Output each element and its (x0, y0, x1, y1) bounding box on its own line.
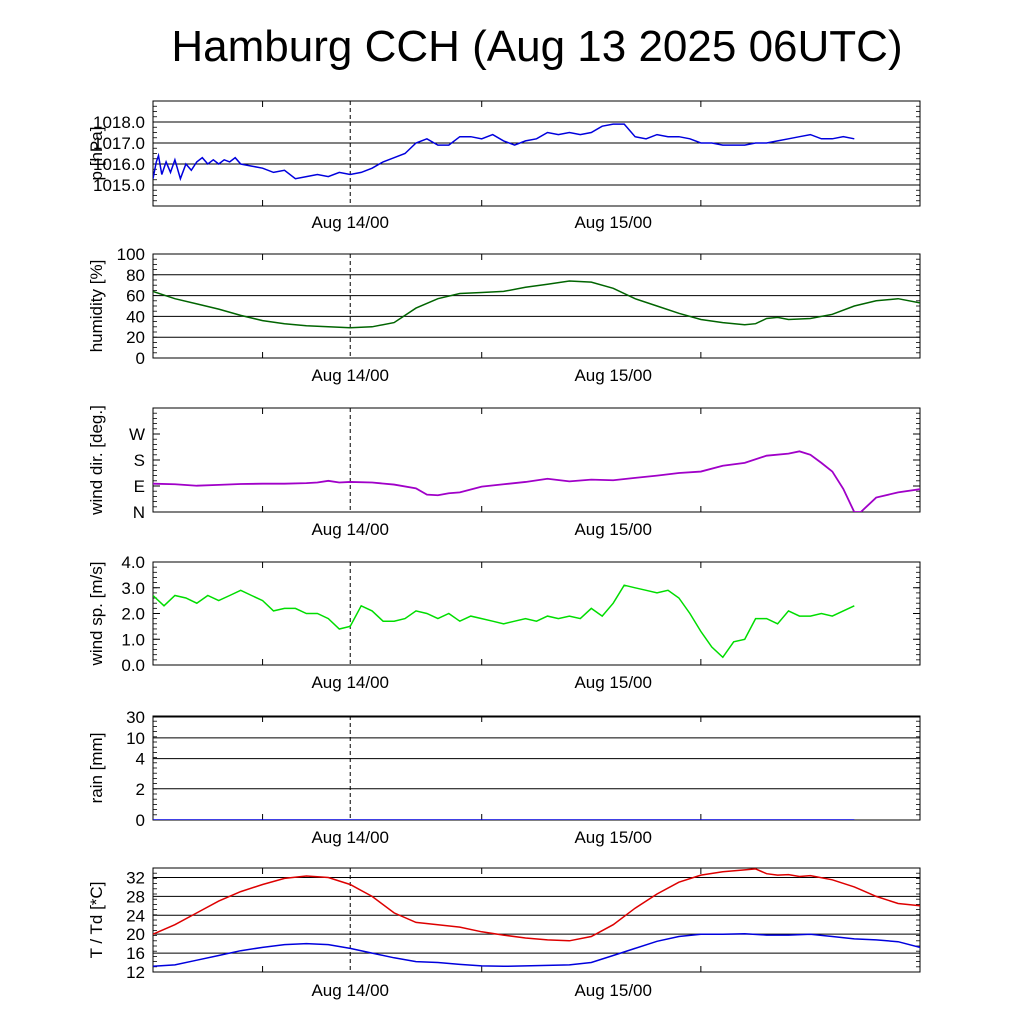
y-tick-label: 24 (126, 906, 145, 925)
x-tick-label: Aug 14/00 (311, 366, 389, 385)
y-tick-label: 80 (126, 266, 145, 285)
y-tick-label: 4 (136, 750, 145, 769)
y-tick-label: 3.0 (121, 579, 145, 598)
series-line-0 (153, 123, 855, 182)
x-tick-label: Aug 14/00 (311, 673, 389, 692)
y-tick-label: 0 (136, 349, 145, 368)
series-line-0 (153, 584, 855, 659)
x-tick-label: Aug 15/00 (574, 213, 652, 232)
panel-3: 0.0 1.0 2.0 3.0 4.0 Aug 14/00 Aug 15/00 wind sp… (87, 553, 921, 692)
y-axis-label: wind dir. [deg.] (87, 405, 106, 516)
x-tick-label: Aug 15/00 (574, 828, 652, 847)
series-line-0 (153, 280, 920, 329)
y-tick-label: 0.0 (121, 656, 145, 675)
panel-frame (152, 253, 921, 359)
y-tick-label: 100 (117, 245, 145, 264)
chart-title: Hamburg CCH (Aug 13 2025 06UTC) (171, 22, 903, 71)
y-tick-label: 10 (126, 729, 145, 748)
x-tick-label: Aug 14/00 (311, 981, 389, 1000)
y-tick-label: 1018.0 (93, 113, 145, 132)
y-tick-label: 1015.0 (93, 176, 145, 195)
y-tick-label: 28 (126, 887, 145, 906)
y-tick-label: 1016.0 (93, 155, 145, 174)
y-tick-label: 16 (126, 944, 145, 963)
y-tick-label: 2.0 (121, 605, 145, 624)
y-tick-label: S (134, 451, 145, 470)
panel-0: 1015.0 1016.0 1017.0 1018.0 Aug 14/00 Aug 15/… (87, 100, 921, 232)
series-line-0 (153, 868, 920, 942)
panel-frame (152, 561, 921, 666)
y-tick-label: 32 (126, 868, 145, 887)
y-tick-label: 30 (126, 708, 145, 727)
y-tick-label: 1.0 (121, 630, 145, 649)
y-tick-label: 20 (126, 925, 145, 944)
x-tick-label: Aug 14/00 (311, 213, 389, 232)
y-axis-label: humidity [%] (87, 260, 106, 353)
y-axis-label: rain [mm] (87, 733, 106, 804)
y-tick-label: 40 (126, 307, 145, 326)
x-tick-label: Aug 14/00 (311, 828, 389, 847)
x-tick-label: Aug 15/00 (574, 520, 652, 539)
y-tick-label: E (134, 477, 145, 496)
y-tick-label: 4.0 (121, 553, 145, 572)
y-tick-label: W (129, 425, 145, 444)
series-line-1 (153, 932, 920, 968)
y-tick-label: 2 (136, 780, 145, 799)
y-axis-label: wind sp. [m/s] (87, 562, 106, 667)
y-tick-label: N (133, 503, 145, 522)
y-tick-label: 60 (126, 287, 145, 306)
y-axis-label: T / Td [*C] (87, 882, 106, 959)
series-line-0 (153, 450, 920, 512)
panel-4: 0 2 4 10 30 Aug 14/00 Aug 15/00 rain [mm] (87, 708, 921, 847)
y-tick-label: 0 (136, 811, 145, 830)
y-tick-label: 20 (126, 328, 145, 347)
x-tick-label: Aug 14/00 (311, 520, 389, 539)
panel-frame (152, 100, 921, 207)
x-tick-label: Aug 15/00 (574, 981, 652, 1000)
x-tick-label: Aug 15/00 (574, 673, 652, 692)
x-tick-label: Aug 15/00 (574, 366, 652, 385)
y-tick-label: 1017.0 (93, 134, 145, 153)
panel-frame (152, 407, 921, 513)
y-axis-label: p [hPa] (87, 127, 106, 181)
y-tick-label: 12 (126, 963, 145, 982)
panel-frame (152, 715, 921, 821)
